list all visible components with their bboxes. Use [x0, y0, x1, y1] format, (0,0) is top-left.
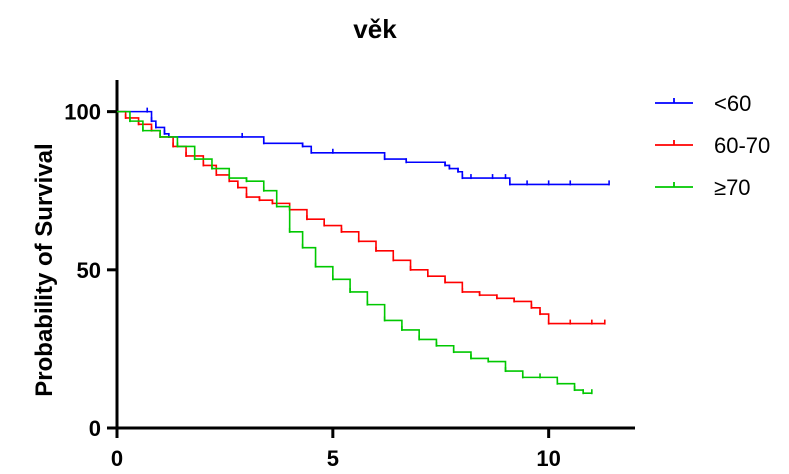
series-line: [117, 110, 592, 394]
x-tick-label: 5: [327, 446, 339, 471]
legend: <60 60-70 ≥70: [655, 91, 770, 200]
series-line: [117, 110, 610, 186]
x-tick-label: 0: [111, 446, 123, 471]
legend-label: 60-70: [714, 133, 770, 158]
y-tick-label: 100: [64, 100, 101, 125]
y-tick-label: 50: [77, 258, 101, 283]
chart-title: věk: [353, 14, 397, 44]
y-tick-label: 0: [89, 416, 101, 441]
plot-area: [117, 107, 610, 395]
legend-label: <60: [714, 91, 751, 116]
y-axis-label: Probability of Survival: [31, 143, 58, 396]
legend-label: ≥70: [714, 175, 751, 200]
x-tick-label: 10: [536, 446, 560, 471]
